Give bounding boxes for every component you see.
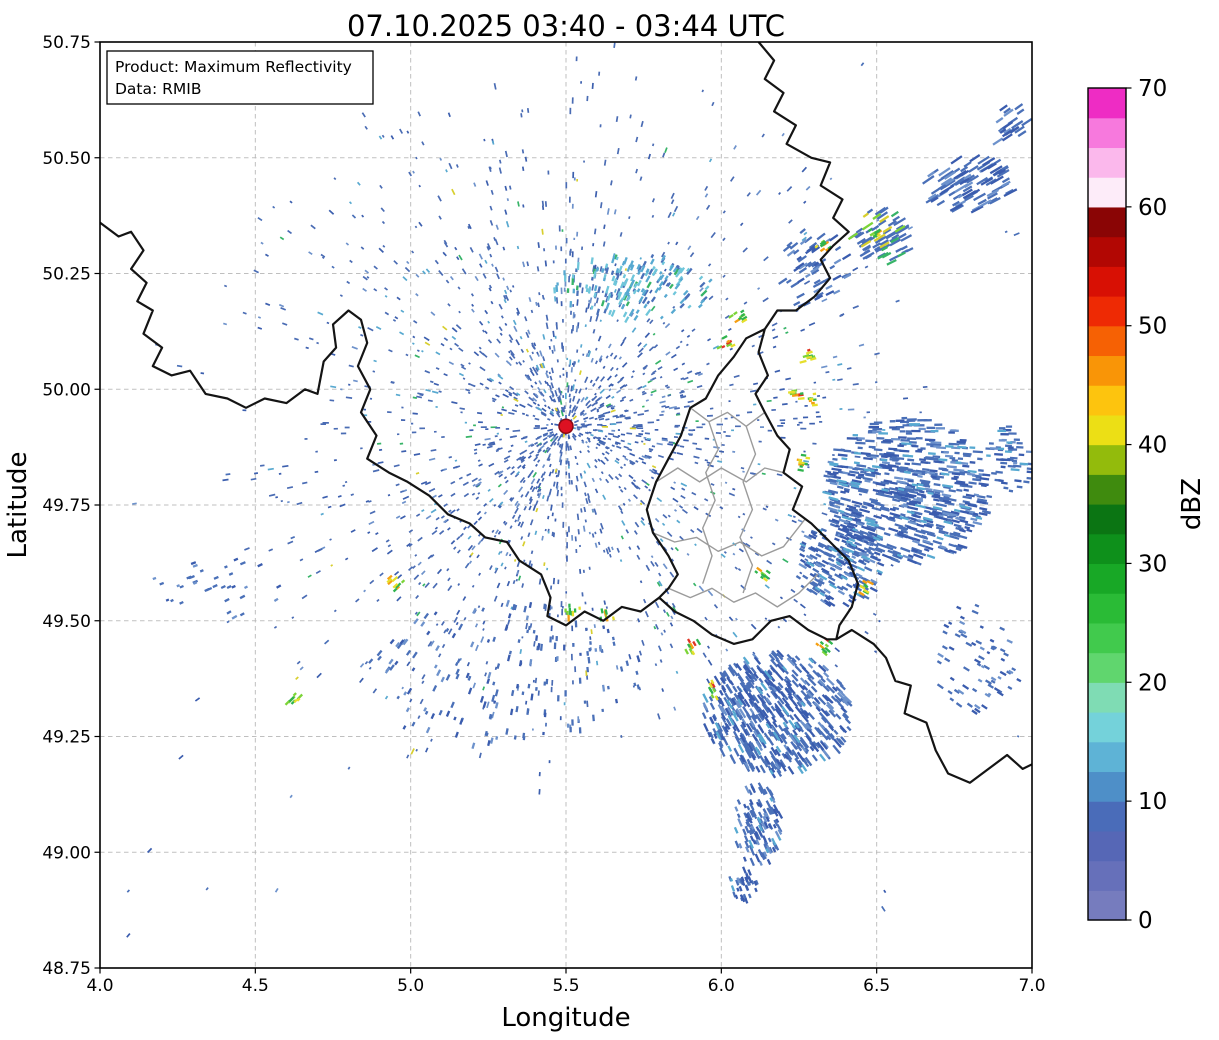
svg-text:5.5: 5.5 [552, 976, 579, 996]
svg-text:50.75: 50.75 [42, 33, 91, 53]
svg-text:6.0: 6.0 [708, 976, 735, 996]
svg-text:48.75: 48.75 [42, 959, 91, 979]
svg-text:49.75: 49.75 [42, 496, 91, 516]
svg-text:49.00: 49.00 [42, 843, 91, 863]
annotation-box-frame [106, 50, 374, 105]
svg-text:0: 0 [1138, 908, 1153, 934]
y-axis-ticks: 48.75 49.00 49.25 49.50 49.75 50.00 50.25 50.50… [42, 33, 100, 979]
svg-text:10: 10 [1138, 789, 1167, 815]
svg-text:4.5: 4.5 [242, 976, 269, 996]
svg-text:50.00: 50.00 [42, 380, 91, 400]
svg-text:40: 40 [1138, 433, 1167, 459]
annotation-product-line: Product: Maximum Reflectivity [115, 58, 352, 76]
colorbar-label: dBZ [1177, 478, 1207, 530]
country-borders [100, 42, 1032, 784]
svg-text:60: 60 [1138, 195, 1167, 221]
svg-text:5.0: 5.0 [397, 976, 424, 996]
radar-echo-field [126, 42, 1032, 938]
annotation-box: Product: Maximum Reflectivity Data: RMIB [106, 50, 374, 105]
svg-text:50.50: 50.50 [42, 149, 91, 169]
grid-lines [99, 41, 1033, 969]
colorbar-ticks: 0 10 20 30 40 50 60 70 [1126, 76, 1167, 934]
x-axis-ticks: 4.0 4.5 5.0 5.5 6.0 6.5 7.0 [86, 968, 1046, 996]
district-borders [652, 407, 819, 608]
colorbar [1087, 87, 1127, 921]
svg-text:50: 50 [1138, 314, 1167, 340]
svg-text:70: 70 [1138, 76, 1167, 102]
plot-title: 07.10.2025 03:40 - 03:44 UTC [347, 9, 785, 43]
svg-text:49.25: 49.25 [42, 728, 91, 748]
svg-text:49.50: 49.50 [42, 612, 91, 632]
svg-text:20: 20 [1138, 670, 1167, 696]
radar-site-marker [558, 418, 574, 435]
annotation-data-line: Data: RMIB [115, 80, 202, 98]
svg-text:6.5: 6.5 [863, 976, 890, 996]
svg-text:7.0: 7.0 [1018, 976, 1045, 996]
svg-text:4.0: 4.0 [86, 976, 113, 996]
y-axis-label: Latitude [3, 451, 33, 558]
x-axis-label: Longitude [501, 1003, 630, 1033]
svg-text:50.25: 50.25 [42, 265, 91, 285]
svg-text:30: 30 [1138, 551, 1167, 577]
